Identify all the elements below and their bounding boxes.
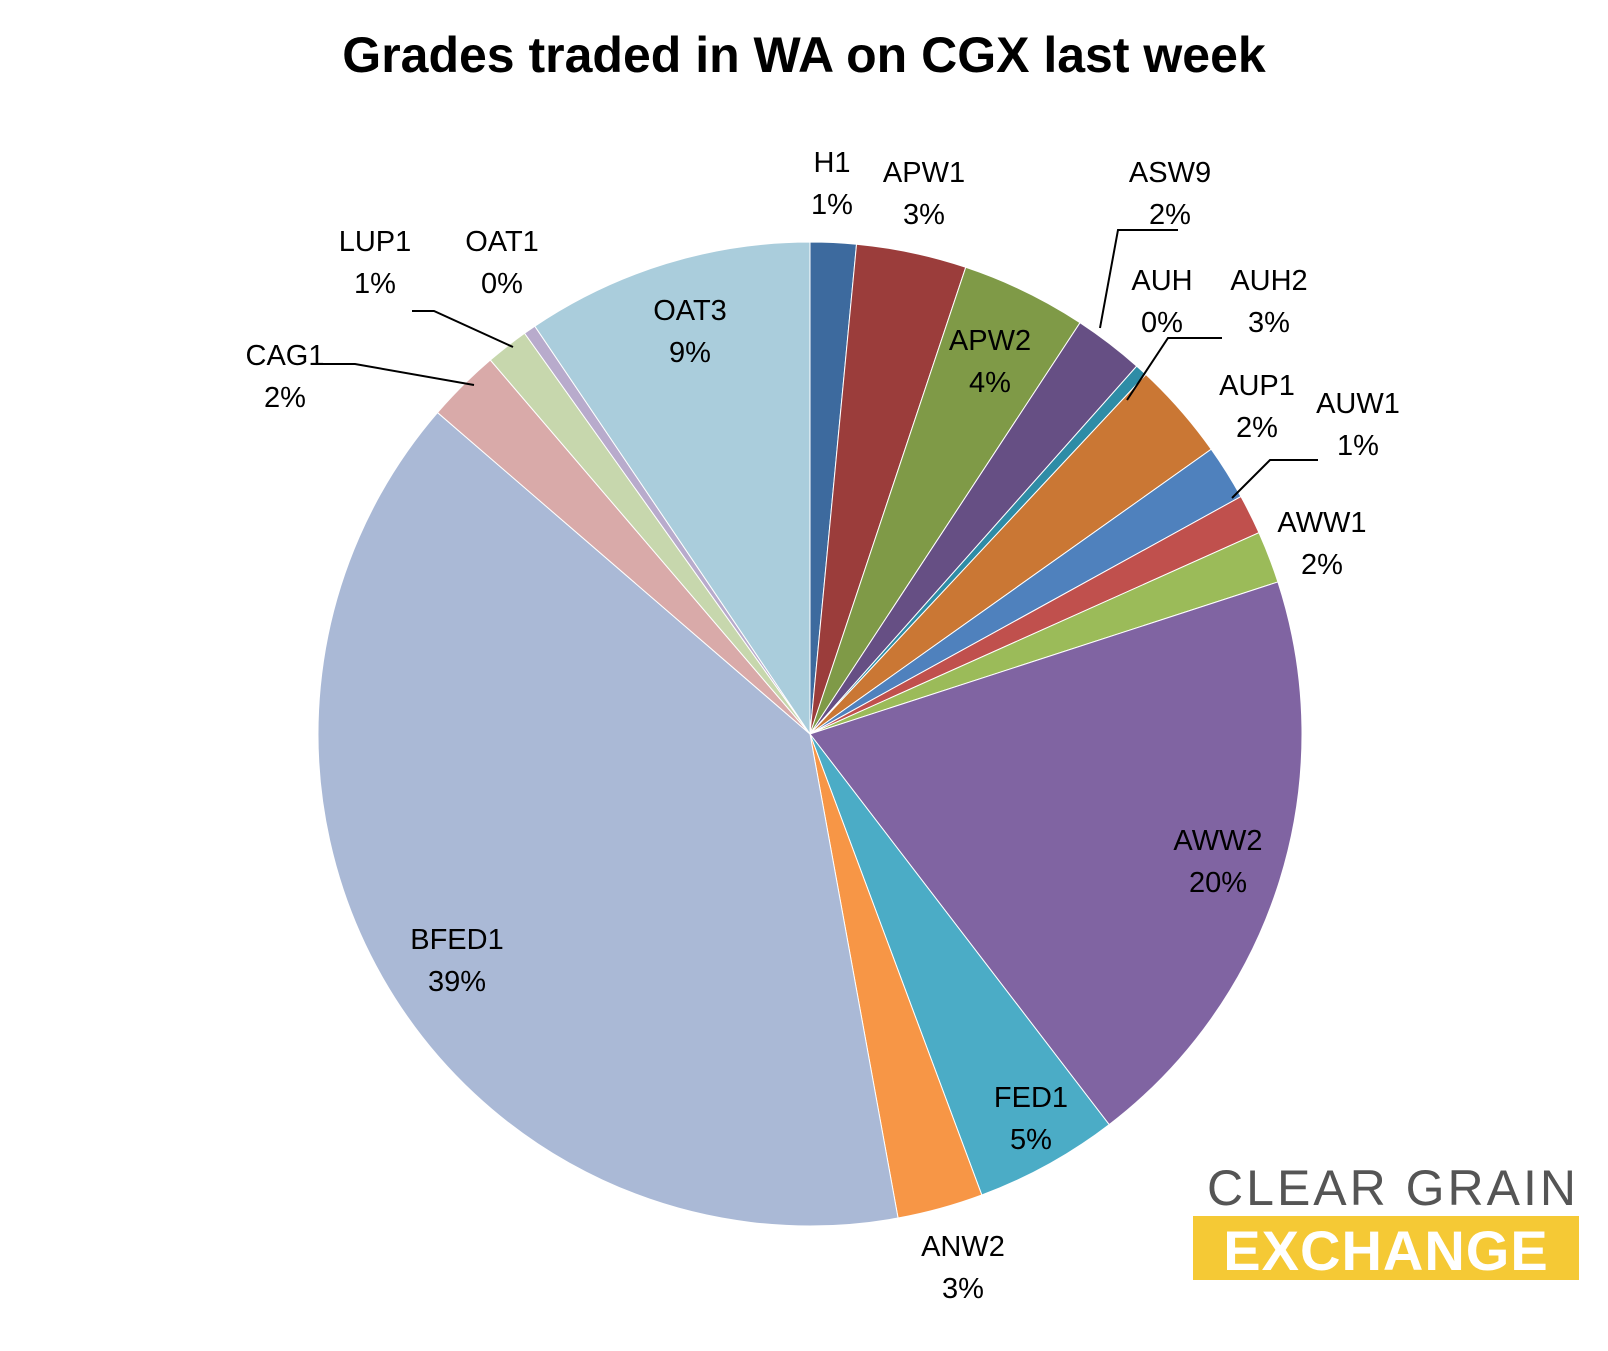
label-value-aup1: 2% bbox=[1236, 412, 1278, 444]
label-value-auw1: 1% bbox=[1337, 430, 1379, 462]
chart-title: Grades traded in WA on CGX last week bbox=[342, 27, 1266, 83]
label-name-apw2: APW2 bbox=[949, 325, 1031, 357]
label-name-apw1: APW1 bbox=[883, 157, 965, 189]
logo-line1: CLEAR GRAIN bbox=[1207, 1160, 1579, 1216]
data-label-oat3: OAT3 9% bbox=[653, 295, 727, 369]
label-name-bfed1: BFED1 bbox=[410, 924, 503, 956]
data-label-asw9: ASW9 2% bbox=[1129, 157, 1211, 231]
label-value-lup1: 1% bbox=[354, 268, 396, 300]
label-name-fed1: FED1 bbox=[994, 1082, 1068, 1114]
slice-bfed1 bbox=[317, 411, 899, 1227]
slice-aww2 bbox=[809, 581, 1303, 1126]
label-value-h1: 1% bbox=[811, 189, 853, 221]
label-value-fed1: 5% bbox=[1010, 1124, 1052, 1156]
data-label-aup1: AUP1 2% bbox=[1219, 370, 1295, 444]
label-value-aww1: 2% bbox=[1301, 549, 1343, 581]
label-value-anw2: 3% bbox=[942, 1273, 984, 1305]
label-name-auh: AUH bbox=[1131, 265, 1192, 297]
leader-lines bbox=[323, 229, 1318, 499]
leader-line-asw9 bbox=[1099, 229, 1178, 329]
data-label-h1: H1 1% bbox=[811, 147, 853, 221]
data-label-apw1: APW1 3% bbox=[883, 157, 965, 231]
label-name-lup1: LUP1 bbox=[339, 226, 412, 258]
label-value-bfed1: 39% bbox=[428, 966, 486, 998]
slice-oat3 bbox=[534, 241, 811, 736]
label-value-oat1: 0% bbox=[481, 268, 523, 300]
data-label-auh: AUH 0% bbox=[1131, 265, 1192, 339]
label-value-asw9: 2% bbox=[1149, 199, 1191, 231]
data-label-cag1: CAG1 2% bbox=[246, 340, 325, 414]
data-label-auw1: AUW1 1% bbox=[1316, 388, 1400, 462]
label-value-apw2: 4% bbox=[969, 367, 1011, 399]
label-name-aup1: AUP1 bbox=[1219, 370, 1295, 402]
label-name-auw1: AUW1 bbox=[1316, 388, 1400, 420]
label-name-aww2: AWW2 bbox=[1173, 825, 1262, 857]
data-label-anw2: ANW2 3% bbox=[921, 1231, 1005, 1305]
label-name-auh2: AUH2 bbox=[1230, 265, 1307, 297]
label-name-cag1: CAG1 bbox=[246, 340, 325, 372]
data-label-aww2: AWW2 20% bbox=[1173, 825, 1262, 899]
label-name-anw2: ANW2 bbox=[921, 1231, 1005, 1263]
label-name-h1: H1 bbox=[813, 147, 850, 179]
data-label-apw2: APW2 4% bbox=[949, 325, 1031, 399]
data-labels: H1 1%APW1 3%APW2 4%ASW9 2%AUH 0%AUH2 3%AUP1 2%A… bbox=[246, 147, 1400, 1305]
label-name-oat3: OAT3 bbox=[653, 295, 727, 327]
logo-band bbox=[1193, 1216, 1579, 1280]
leader-line-auh2 bbox=[1126, 337, 1222, 401]
clear-grain-exchange-logo: CLEAR GRAIN EXCHANGE bbox=[1193, 1160, 1579, 1282]
label-value-apw1: 3% bbox=[903, 199, 945, 231]
leader-line-cag1 bbox=[323, 363, 475, 386]
data-label-auh2: AUH2 3% bbox=[1230, 265, 1307, 339]
label-value-auh: 0% bbox=[1141, 307, 1183, 339]
data-label-aww1: AWW1 2% bbox=[1277, 507, 1366, 581]
label-value-aww2: 20% bbox=[1189, 867, 1247, 899]
label-name-oat1: OAT1 bbox=[465, 226, 539, 258]
logo-line2: EXCHANGE bbox=[1223, 1219, 1548, 1282]
label-value-oat3: 9% bbox=[669, 337, 711, 369]
data-label-oat1: OAT1 0% bbox=[465, 226, 539, 300]
data-label-bfed1: BFED1 39% bbox=[410, 924, 503, 998]
label-name-aww1: AWW1 bbox=[1277, 507, 1366, 539]
label-name-asw9: ASW9 bbox=[1129, 157, 1211, 189]
label-value-auh2: 3% bbox=[1248, 307, 1290, 339]
data-label-lup1: LUP1 1% bbox=[339, 226, 412, 300]
pie-slices bbox=[317, 241, 1303, 1227]
leader-line-lup1 bbox=[412, 310, 514, 348]
leader-line-auw1 bbox=[1231, 459, 1318, 499]
label-value-cag1: 2% bbox=[264, 382, 306, 414]
data-label-fed1: FED1 5% bbox=[994, 1082, 1068, 1156]
